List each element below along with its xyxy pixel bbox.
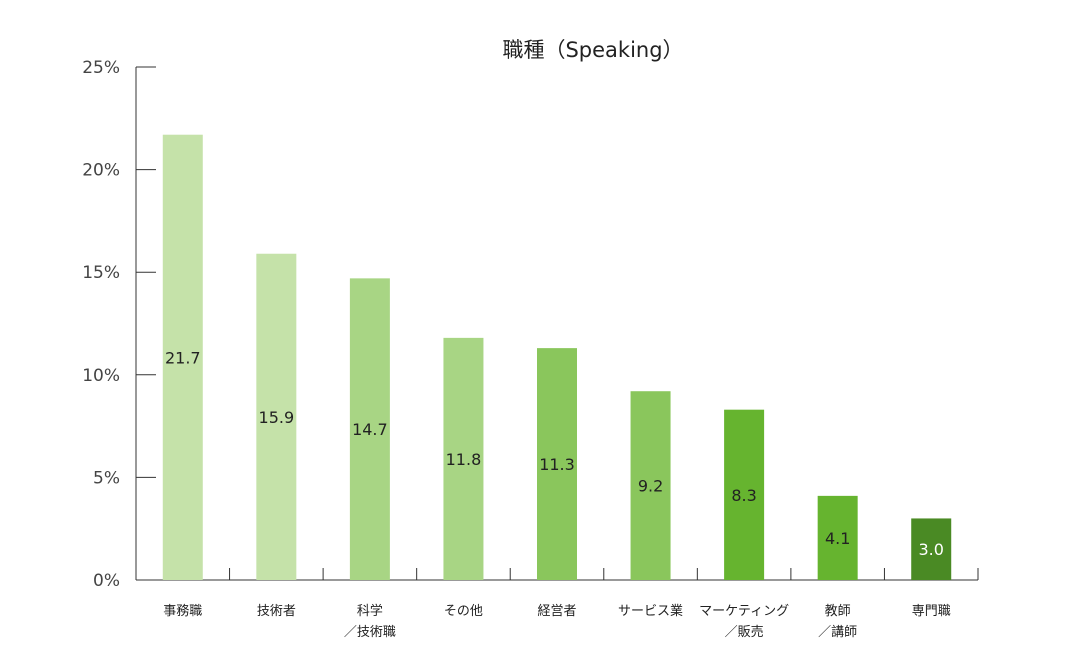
x-tick-label: 事務職 [163, 604, 202, 619]
data-label: 9.2 [638, 477, 663, 496]
bar [724, 409, 765, 580]
data-label: 21.7 [165, 348, 201, 367]
y-tick-label: 25% [82, 58, 120, 78]
x-axis-labels: 事務職 技術者 科学 ／技術職 その他 経営者 サービス業 マーケティング ／販売 教師 ／講師 専門… [163, 603, 950, 640]
x-tick-label: マーケティング [699, 604, 789, 619]
data-label: 11.3 [539, 455, 575, 474]
x-tick-label: 技術者 [257, 604, 296, 619]
data-label: 3.0 [918, 540, 943, 559]
data-labels: 21.7 15.9 14.7 11.8 11.3 9.2 8.3 4.1 3.0 [165, 348, 944, 559]
bar [443, 337, 484, 580]
y-tick-label: 0% [93, 571, 120, 591]
x-tick-label: ／技術職 [344, 625, 396, 640]
chart-title: 職種（Speaking） [502, 38, 683, 62]
bar [630, 391, 671, 580]
data-label: 11.8 [446, 450, 482, 469]
y-axis-ticks: 0% 5% 10% 15% 20% 25% [82, 58, 156, 591]
data-label: 15.9 [259, 408, 295, 427]
x-tick-label: ／販売 [725, 624, 764, 640]
bar [162, 134, 203, 580]
y-tick-label: 20% [82, 161, 120, 181]
data-label: 14.7 [352, 420, 388, 439]
x-tick-label: サービス業 [618, 603, 683, 619]
bar [817, 495, 858, 580]
x-tick-label: 専門職 [912, 604, 951, 619]
bars [162, 134, 952, 580]
bar [911, 518, 952, 580]
bar [537, 348, 577, 580]
y-tick-label: 5% [93, 468, 120, 488]
bar [349, 278, 390, 580]
x-tick-label: その他 [444, 604, 483, 619]
y-tick-label: 10% [82, 366, 120, 386]
x-tick-label: 科学 [357, 603, 383, 619]
bar [256, 253, 297, 580]
x-tick-label: 経営者 [537, 604, 576, 619]
x-tick-label: ／講師 [818, 624, 857, 640]
data-label: 8.3 [731, 486, 756, 505]
y-tick-label: 15% [82, 263, 120, 283]
x-axis-ticks [229, 568, 979, 580]
data-label: 4.1 [825, 529, 850, 548]
x-tick-label: 教師 [825, 603, 851, 619]
